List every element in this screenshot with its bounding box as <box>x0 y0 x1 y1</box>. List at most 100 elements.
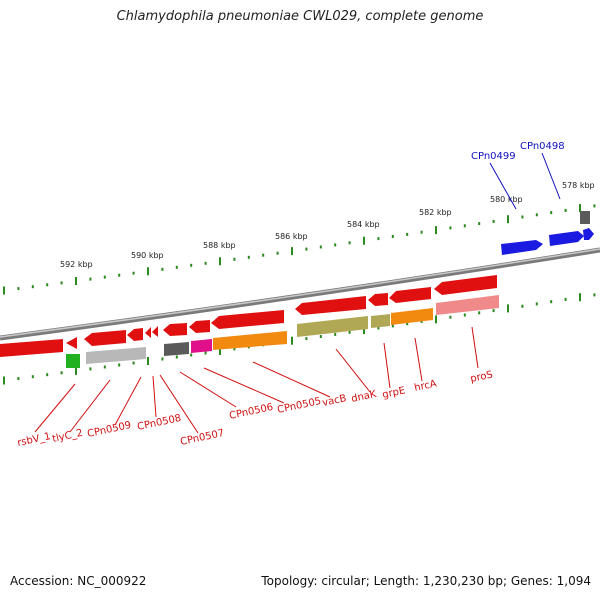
gene-cpn0509-arrow[interactable] <box>127 328 143 341</box>
gene-label-cpn0505[interactable]: CPn0505 <box>276 396 322 416</box>
ruler-major-tick <box>363 236 365 245</box>
ruler-minor-tick <box>305 337 308 341</box>
gene-cpn0508-arrow-a[interactable] <box>145 327 151 338</box>
bar-magenta[interactable] <box>191 339 212 353</box>
ruler-minor-tick <box>262 253 265 257</box>
ruler-label-590kbp: 590 kbp <box>131 251 164 260</box>
ruler-minor-tick <box>17 377 20 381</box>
ruler-minor-tick <box>276 251 279 255</box>
gene-cpn0505-arrow[interactable] <box>211 310 284 329</box>
gene-label-cpn0499[interactable]: CPn0499 <box>471 151 516 162</box>
gene-label-rsbv1[interactable]: rsbV_1 <box>16 431 51 449</box>
ruler-minor-tick <box>449 226 452 230</box>
gene-label-cpn0498[interactable]: CPn0498 <box>520 141 565 152</box>
ruler-minor-tick <box>305 247 308 251</box>
gene-leader-lines <box>34 326 479 434</box>
ruler-major-tick <box>435 226 437 235</box>
ruler-major-tick <box>147 357 149 365</box>
bar-olive-2[interactable] <box>371 314 390 328</box>
bar-pink[interactable] <box>436 295 499 315</box>
ruler-minor-tick <box>478 311 481 315</box>
ruler-major-tick <box>147 267 149 276</box>
ruler-minor-tick <box>46 373 49 377</box>
ruler-minor-tick <box>521 304 524 308</box>
gene-label-dnak[interactable]: dnaK <box>350 389 378 405</box>
ruler-minor-tick <box>319 245 322 249</box>
ruler-minor-tick <box>175 265 178 269</box>
bar-orange-2[interactable] <box>391 308 433 325</box>
ruler-minor-tick <box>463 224 466 228</box>
gene-grey-marker[interactable] <box>580 211 590 224</box>
ruler-minor-tick <box>377 237 380 241</box>
gene-pros-arrow[interactable] <box>434 275 497 295</box>
gene-tlyc2-arrow[interactable] <box>84 330 126 346</box>
gene-label-tlyc2[interactable]: tlyC_2 <box>51 428 84 445</box>
figure-title: Chlamydophila pneumoniae CWL029, complet… <box>116 9 484 24</box>
ruler-minor-tick <box>478 222 481 226</box>
ruler-major-tick <box>435 315 437 324</box>
gene-cpn0499[interactable] <box>501 240 543 255</box>
ruler-minor-tick <box>233 257 236 261</box>
ruler-minor-tick <box>161 267 164 271</box>
ruler-major-tick <box>3 286 5 295</box>
gene-dnak-arrow-small[interactable] <box>368 293 388 306</box>
gene-small-red-1[interactable] <box>66 337 77 349</box>
gene-label-cpn0509[interactable]: CPn0509 <box>86 420 132 440</box>
ruler-minor-tick <box>377 326 380 330</box>
gene-label-vacb[interactable]: vacB <box>321 393 347 409</box>
ruler-label-582kbp: 582 kbp <box>419 208 452 217</box>
ruler-major-tick <box>363 326 365 335</box>
bar-green[interactable] <box>66 354 80 368</box>
ruler-minor-tick <box>103 275 106 279</box>
ruler-label-588kbp: 588 kbp <box>203 241 236 250</box>
ruler-label-586kbp: 586 kbp <box>275 232 308 241</box>
ruler-minor-tick <box>161 357 164 361</box>
ruler-minor-tick <box>593 293 596 297</box>
ruler-minor-tick <box>31 285 34 289</box>
ruler-label-584kbp: 584 kbp <box>347 220 380 229</box>
bar-orange-1[interactable] <box>213 331 287 350</box>
ruler-labels: 592 kbp 590 kbp 588 kbp 586 kbp 584 kbp … <box>60 181 595 269</box>
ruler-minor-tick <box>406 322 409 326</box>
ruler-minor-tick <box>319 335 322 338</box>
forward-genes <box>501 211 594 255</box>
bar-olive[interactable] <box>297 316 368 337</box>
ruler-minor-tick <box>17 287 20 291</box>
ruler-minor-tick <box>348 330 351 334</box>
ruler-major-tick <box>75 366 77 375</box>
ruler-minor-tick <box>103 365 106 369</box>
ruler-minor-tick <box>550 211 553 215</box>
ruler-minor-tick <box>348 241 351 245</box>
ruler-minor-tick <box>535 213 538 217</box>
ruler-major-tick <box>507 304 509 313</box>
position-ruler-outer <box>3 204 596 295</box>
reverse-genes <box>0 275 497 357</box>
gene-small-blue[interactable] <box>583 228 594 240</box>
ruler-minor-tick <box>391 235 394 238</box>
ruler-minor-tick <box>521 215 524 219</box>
ruler-minor-tick <box>60 371 63 375</box>
ruler-minor-tick <box>204 261 207 265</box>
gene-cpn0508-arrow-b[interactable] <box>152 326 158 337</box>
ruler-major-tick <box>219 257 221 266</box>
ruler-minor-tick <box>492 309 495 313</box>
bar-grey-light[interactable] <box>86 347 146 364</box>
gene-label-cpn0506[interactable]: CPn0506 <box>228 402 274 422</box>
ruler-minor-tick <box>406 232 409 236</box>
bar-grey-dark[interactable] <box>164 342 189 356</box>
gene-label-cpn0507[interactable]: CPn0507 <box>179 428 225 448</box>
gene-cpn0506-arrow[interactable] <box>189 320 210 333</box>
genome-backbone-highlight <box>0 248 600 338</box>
gene-label-grpe[interactable]: grpE <box>381 385 406 401</box>
gene-vacb-arrow[interactable] <box>295 296 366 315</box>
function-bars <box>66 295 499 368</box>
gene-label-cpn0508[interactable]: CPn0508 <box>136 413 182 433</box>
gene-label-hrca[interactable]: hrcA <box>413 378 438 393</box>
gene-rsbv1-arrow[interactable] <box>0 339 63 357</box>
gene-cpn0498[interactable] <box>549 231 584 246</box>
gene-cpn0507-arrow[interactable] <box>163 323 187 336</box>
gene-label-pros[interactable]: proS <box>469 369 494 384</box>
gene-grpe-arrow[interactable] <box>389 287 431 303</box>
ruler-label-592kbp: 592 kbp <box>60 260 93 269</box>
